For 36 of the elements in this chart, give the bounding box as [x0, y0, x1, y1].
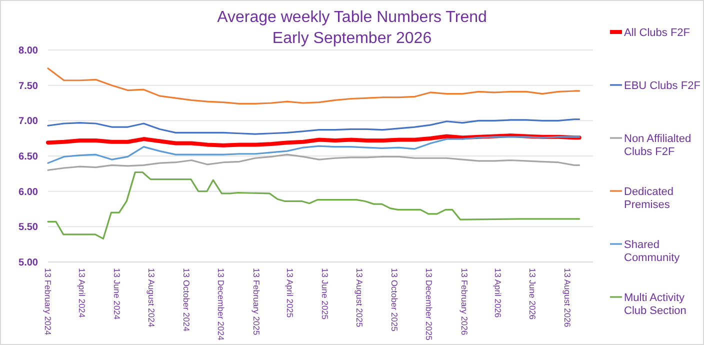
x-tick-label: 13 June 2026	[528, 268, 538, 320]
x-tick-label: 13 December 2024	[216, 268, 226, 341]
line-series	[47, 68, 580, 105]
legend-label: All Clubs F2F	[624, 26, 690, 39]
x-tick-label: 13 August 2025	[354, 268, 365, 328]
y-tick-label: 6.50	[18, 152, 38, 162]
y-tick-label: 5.50	[18, 222, 38, 234]
x-tick-label: 13 February 2024	[43, 268, 54, 336]
x-tick-label: 13 April 2026	[492, 268, 503, 318]
x-tick-label: 13 April 2025	[285, 268, 296, 318]
legend-label: Dedicated Premises	[624, 186, 674, 212]
line-series	[47, 154, 580, 171]
x-tick-label: 13 August 2024	[146, 268, 157, 328]
x-tick-label: 13 October 2024	[181, 268, 192, 332]
legend-label: Multi Activity Club Section	[624, 292, 686, 318]
x-tick-label: 13 February 2026	[459, 268, 470, 336]
chart-title: Average weekly Table Numbers Trend	[217, 9, 487, 26]
y-tick-label: 7.00	[18, 116, 38, 128]
x-tick-label: 13 June 2025	[320, 268, 330, 320]
line-series	[47, 136, 580, 164]
chart-subtitle: Early September 2026	[272, 30, 432, 47]
line-series	[47, 171, 580, 240]
x-tick-label: 13 February 2025	[251, 268, 262, 336]
line-series	[47, 118, 580, 135]
x-tick-label: 13 August 2026	[562, 268, 572, 328]
x-tick-label: 13 April 2024	[77, 268, 88, 318]
legend-label: Non Affilialted Clubs F2F	[624, 132, 692, 158]
y-tick-label: 5.00	[18, 258, 38, 268]
x-tick-label: 13 October 2025	[389, 268, 400, 332]
legend-label: Shared Community	[624, 238, 680, 264]
y-tick-label: 8.00	[18, 46, 38, 56]
y-tick-label: 6.00	[18, 186, 38, 198]
x-tick-label: 13 June 2024	[112, 268, 122, 320]
x-tick-label: 13 December 2025	[424, 268, 434, 341]
legend-label: EBU Clubs F2F	[624, 80, 701, 92]
y-tick-label: 7.50	[18, 80, 38, 92]
